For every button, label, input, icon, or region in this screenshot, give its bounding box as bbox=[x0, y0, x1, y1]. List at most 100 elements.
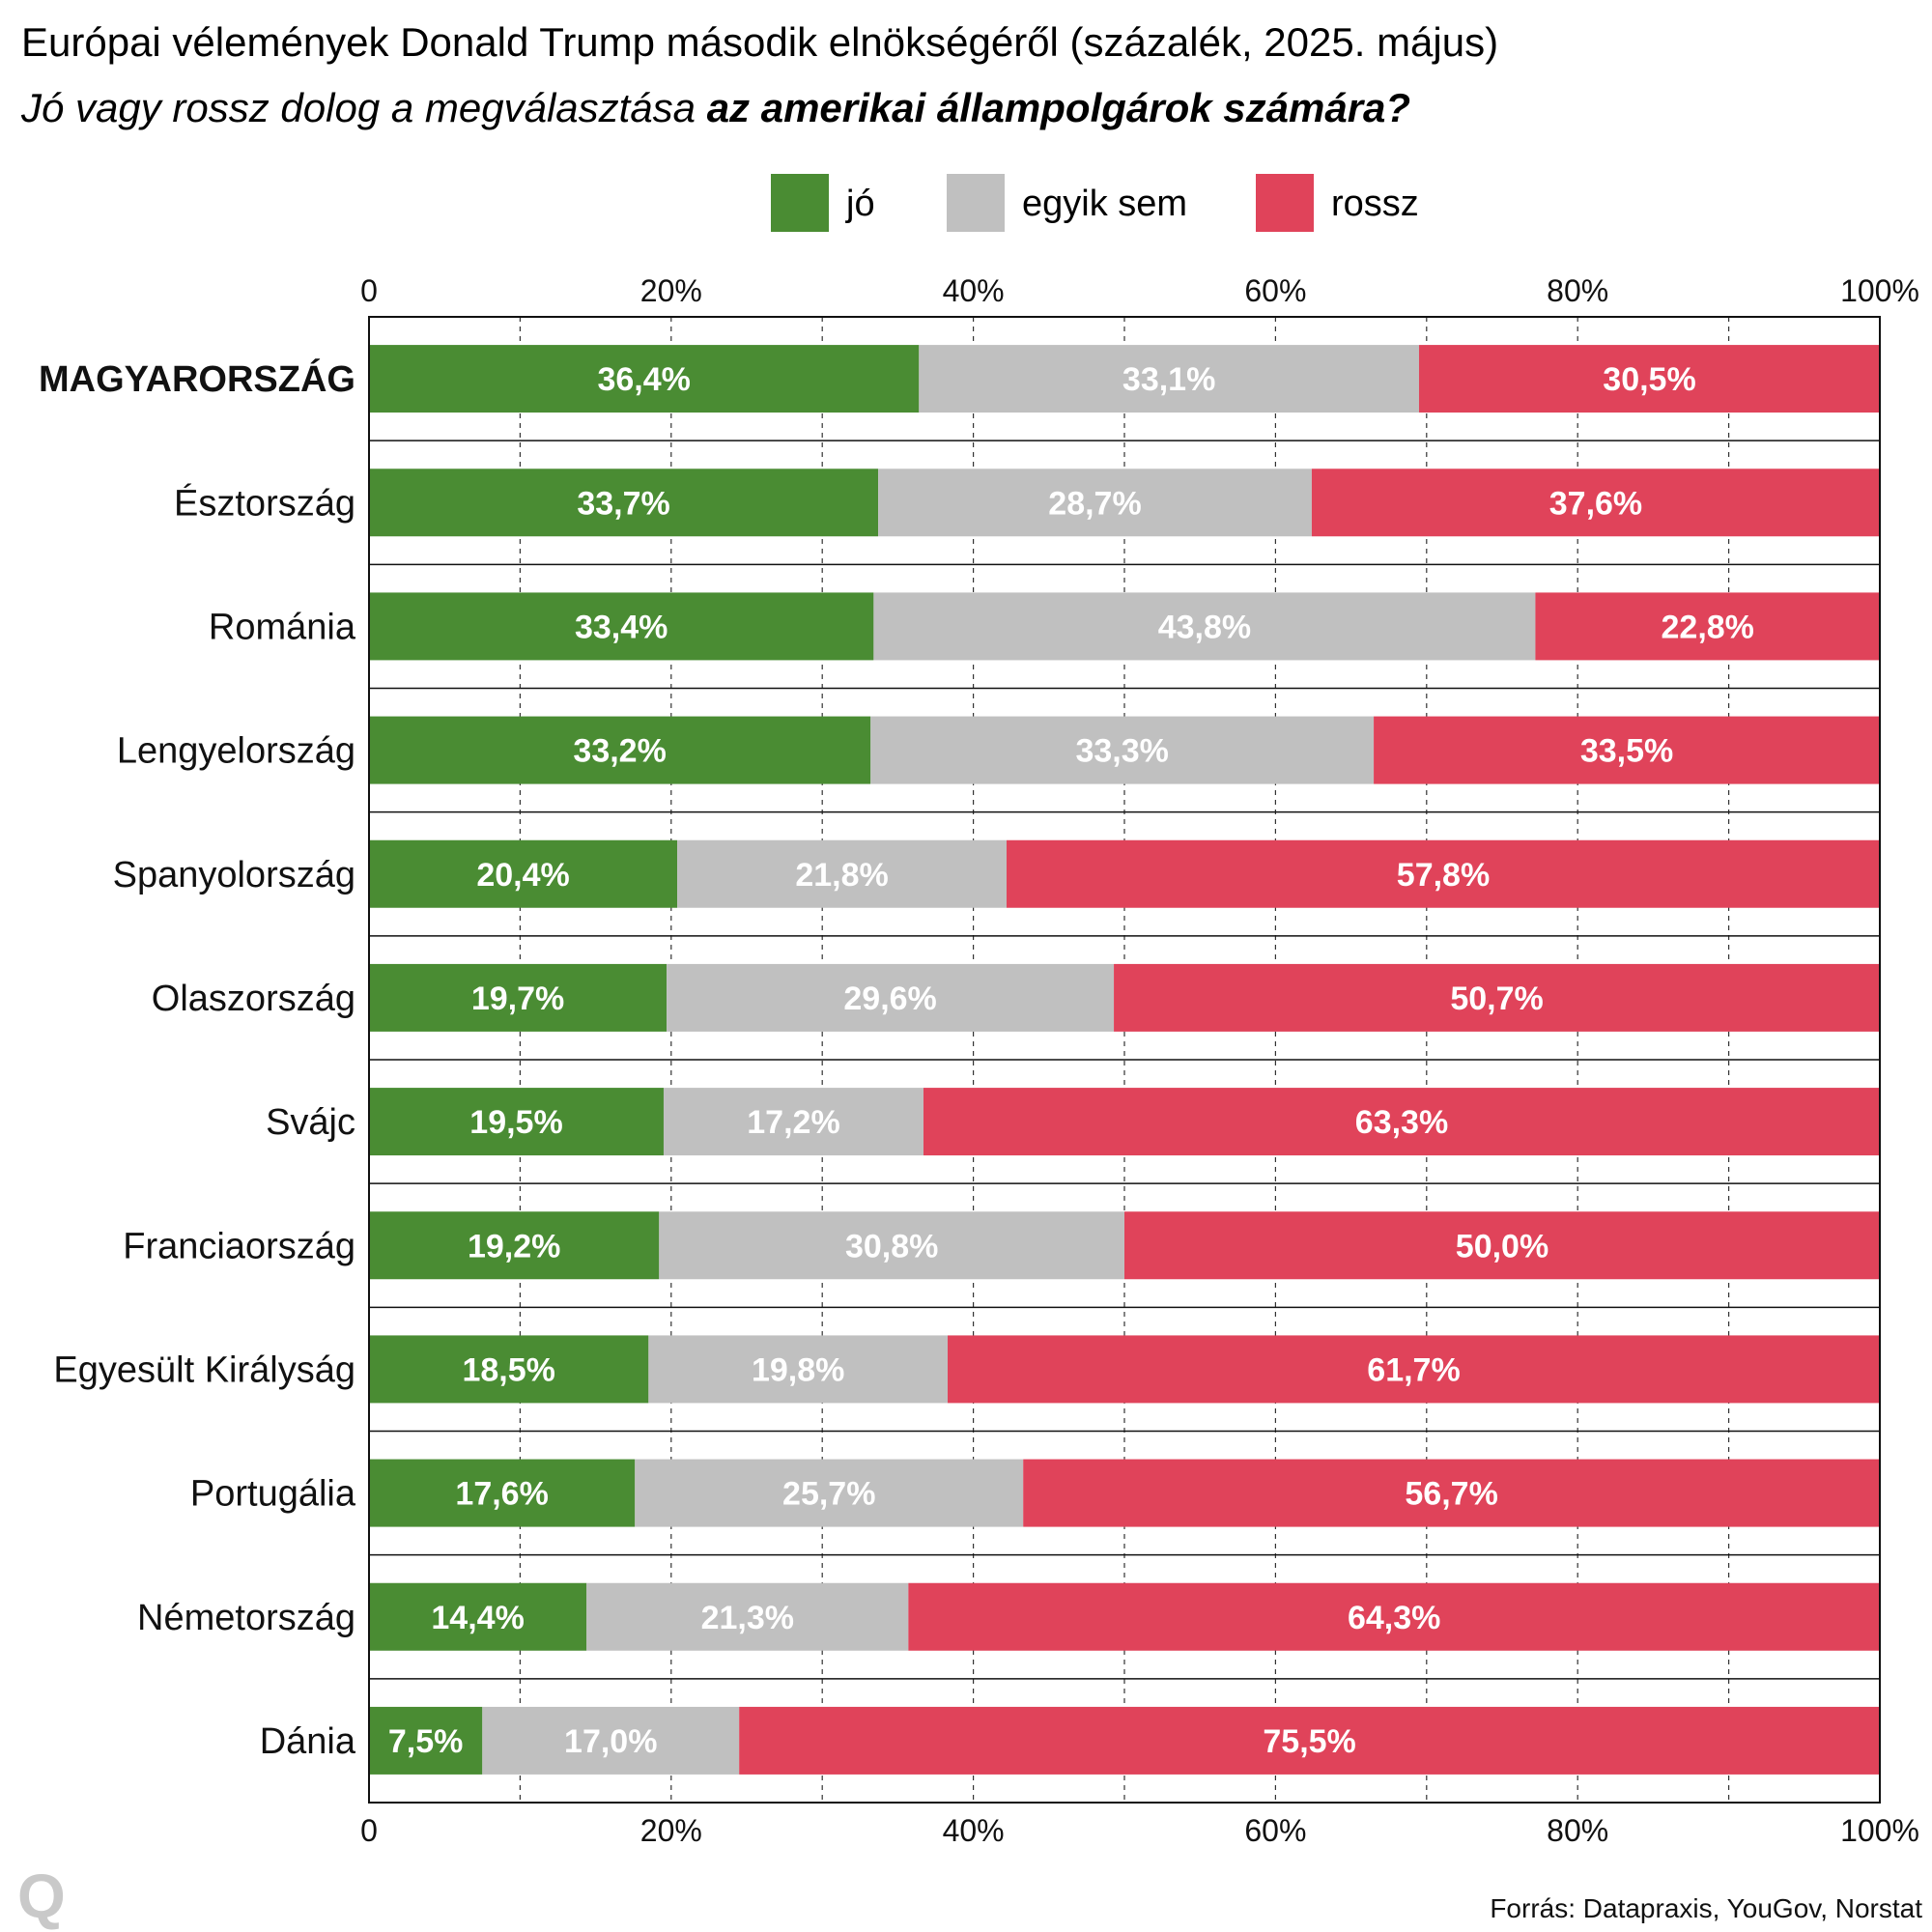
data-label: 28,7% bbox=[1048, 485, 1141, 522]
bar-segment bbox=[369, 1211, 660, 1280]
bar-segment bbox=[1311, 469, 1880, 537]
bar-segment bbox=[739, 1706, 1881, 1775]
x-tick-label-bottom: 20% bbox=[640, 1813, 702, 1848]
data-label: 56,7% bbox=[1405, 1476, 1497, 1513]
x-tick-label-top: 40% bbox=[943, 273, 1005, 308]
bar-segment bbox=[948, 1335, 1880, 1404]
category-label: MAGYARORSZÁG bbox=[39, 357, 355, 400]
data-label: 14,4% bbox=[431, 1600, 524, 1636]
bar-segment bbox=[369, 1582, 587, 1651]
x-tick-label-bottom: 100% bbox=[1840, 1813, 1919, 1848]
bar-segment bbox=[482, 1706, 740, 1775]
data-label: 19,7% bbox=[471, 980, 564, 1017]
data-label: 29,6% bbox=[843, 980, 936, 1017]
x-tick-label-bottom: 60% bbox=[1244, 1813, 1306, 1848]
bar-segment bbox=[873, 592, 1536, 661]
x-tick-label-top: 0 bbox=[360, 273, 378, 308]
data-label: 33,7% bbox=[577, 485, 669, 522]
bar-segment bbox=[369, 963, 668, 1032]
data-label: 33,4% bbox=[575, 609, 668, 645]
data-label: 17,0% bbox=[564, 1723, 657, 1760]
x-axis-bottom: 0 20% 40% 60% 80% 100% bbox=[360, 1813, 1919, 1848]
x-tick-label-top: 60% bbox=[1244, 273, 1306, 308]
chart-subtitle: Jó vagy rossz dolog a megválasztása az a… bbox=[20, 85, 1410, 130]
category-label: Lengyelország bbox=[117, 731, 355, 772]
bar-segment bbox=[369, 1335, 649, 1404]
bar-segment bbox=[1535, 592, 1880, 661]
data-label: 33,3% bbox=[1075, 733, 1168, 770]
bar-segment bbox=[908, 1582, 1880, 1651]
data-label: 50,0% bbox=[1456, 1228, 1548, 1264]
data-label: 63,3% bbox=[1355, 1104, 1448, 1141]
data-label: 43,8% bbox=[1158, 609, 1251, 645]
x-tick-label-top: 100% bbox=[1840, 273, 1919, 308]
data-label: 21,3% bbox=[701, 1600, 794, 1636]
data-label: 36,4% bbox=[597, 361, 690, 398]
bar-segment bbox=[663, 1088, 923, 1156]
data-label: 18,5% bbox=[462, 1351, 554, 1388]
bar-segment bbox=[1418, 345, 1880, 413]
bars: 36,4% 33,1% 30,5% 33,7% 28,7% 37,6% 33,4% 43,8%… bbox=[369, 345, 1881, 1775]
legend-label: egyik sem bbox=[1022, 184, 1187, 224]
bar-segment bbox=[1114, 963, 1880, 1032]
legend-label: rossz bbox=[1331, 184, 1419, 224]
category-labels: MAGYARORSZÁG Észtország Románia Lengyelorsz… bbox=[39, 357, 356, 1762]
legend-label: jó bbox=[845, 184, 875, 224]
data-label: 19,5% bbox=[469, 1104, 562, 1141]
bar-segment bbox=[648, 1335, 949, 1404]
bar-segment bbox=[369, 839, 678, 908]
category-label: Svájc bbox=[266, 1102, 355, 1143]
bar-segment bbox=[635, 1459, 1024, 1527]
data-label: 22,8% bbox=[1662, 609, 1754, 645]
bar-segment bbox=[369, 469, 879, 537]
data-label: 19,2% bbox=[468, 1228, 560, 1264]
grid bbox=[369, 317, 1880, 1803]
data-label: 57,8% bbox=[1397, 857, 1490, 894]
bar-segment bbox=[667, 963, 1115, 1032]
legend-swatch bbox=[1256, 174, 1314, 232]
category-label: Románia bbox=[209, 607, 356, 647]
category-label: Spanyolország bbox=[113, 855, 355, 895]
category-label: Franciaország bbox=[123, 1226, 355, 1266]
category-label: Németország bbox=[137, 1598, 355, 1638]
bar-segment bbox=[923, 1088, 1880, 1156]
data-label: 50,7% bbox=[1450, 980, 1543, 1017]
logo: Q bbox=[17, 1861, 66, 1931]
data-label: 33,1% bbox=[1122, 361, 1215, 398]
subtitle-bold: az amerikai állampolgárok számára? bbox=[707, 85, 1410, 130]
bar-segment bbox=[586, 1582, 909, 1651]
x-tick-label-top: 20% bbox=[640, 273, 702, 308]
data-label: 33,5% bbox=[1580, 733, 1673, 770]
bar-segment bbox=[1007, 839, 1880, 908]
category-label: Egyesült Királyság bbox=[53, 1350, 355, 1390]
data-label: 17,2% bbox=[747, 1104, 839, 1141]
category-label: Észtország bbox=[174, 482, 355, 524]
x-tick-label-bottom: 0 bbox=[360, 1813, 378, 1848]
legend: jó egyik sem rossz bbox=[771, 174, 1419, 232]
data-label: 30,8% bbox=[845, 1228, 938, 1264]
bar-segment bbox=[369, 1088, 664, 1156]
bar-segment bbox=[878, 469, 1312, 537]
data-label: 61,7% bbox=[1367, 1351, 1460, 1388]
bar-segment bbox=[919, 345, 1419, 413]
bar-segment bbox=[1124, 1211, 1880, 1280]
bar-segment bbox=[369, 592, 874, 661]
bar-segment bbox=[870, 716, 1375, 784]
data-label: 75,5% bbox=[1263, 1723, 1355, 1760]
data-label: 37,6% bbox=[1549, 485, 1642, 522]
legend-swatch bbox=[947, 174, 1005, 232]
source-note: Forrás: Datapraxis, YouGov, Norstat bbox=[1490, 1893, 1922, 1923]
chart-title: Európai vélemények Donald Trump második … bbox=[21, 19, 1498, 65]
category-label: Portugália bbox=[190, 1474, 356, 1515]
data-label: 21,8% bbox=[795, 857, 888, 894]
data-label: 17,6% bbox=[455, 1476, 548, 1513]
x-axis-top: 0 20% 40% 60% 80% 100% bbox=[360, 273, 1919, 308]
subtitle-italic: Jó vagy rossz dolog a megválasztása bbox=[20, 85, 707, 130]
data-label: 30,5% bbox=[1603, 361, 1695, 398]
legend-swatch bbox=[771, 174, 829, 232]
data-label: 19,8% bbox=[752, 1351, 844, 1388]
bar-segment bbox=[369, 1459, 636, 1527]
data-label: 20,4% bbox=[476, 857, 569, 894]
bar-segment bbox=[369, 1706, 483, 1775]
